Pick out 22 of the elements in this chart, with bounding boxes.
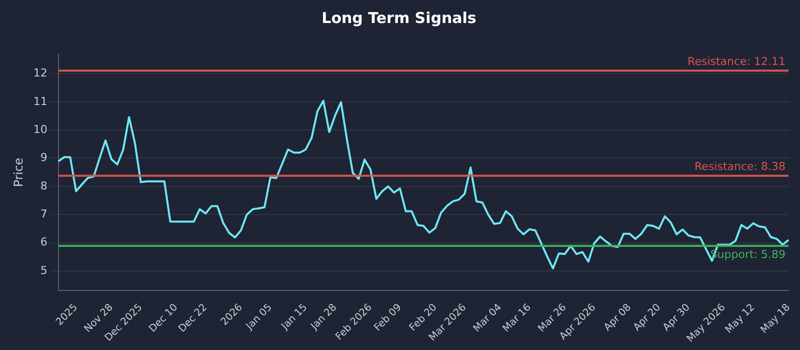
x-tick-label: Jan 15	[279, 302, 310, 333]
y-tick-label: 12	[33, 66, 48, 80]
y-tick-label: 9	[40, 151, 48, 164]
y-tick-label: 7	[40, 207, 48, 220]
x-tick-label: Apr 20	[632, 302, 663, 334]
x-tick-label: Apr 30	[661, 302, 692, 334]
x-tick-label: Mar 04	[472, 302, 504, 334]
ref-line-label: Resistance: 8.38	[694, 160, 786, 174]
x-tick-label: Jan 05	[244, 302, 274, 333]
x-tick-label: Apr 08	[602, 302, 634, 334]
x-tick-label: Dec 22	[176, 302, 210, 335]
y-tick-label: 5	[40, 264, 48, 277]
chart-title: Long Term Signals	[322, 8, 476, 27]
y-tick-label: 10	[33, 122, 48, 136]
y-tick-label: 8	[40, 179, 48, 192]
y-tick-label: 11	[33, 94, 48, 108]
y-tick-label: 6	[40, 236, 48, 249]
x-tick-label: Mar 16	[501, 302, 534, 334]
x-tick-label: Jan 28	[308, 302, 340, 333]
y-axis-title: Price	[11, 158, 26, 187]
ref-line-label: Resistance: 12.11	[688, 54, 786, 68]
x-tick-label: Feb 09	[372, 302, 404, 334]
